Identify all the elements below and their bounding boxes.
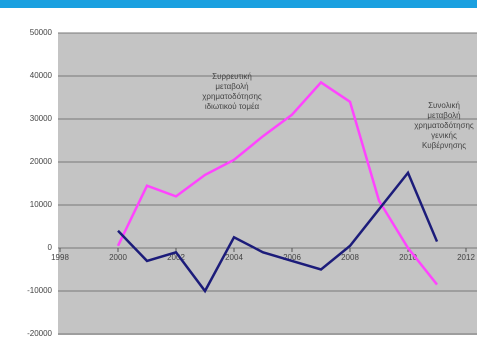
y-tick-label: 40000 <box>30 71 53 80</box>
annotation: χρηματοδότησης <box>414 121 474 130</box>
plot-area <box>58 33 477 335</box>
y-tick-label: 0 <box>48 243 53 252</box>
y-tick-label: -10000 <box>27 286 52 295</box>
x-tick-label: 2004 <box>225 253 243 262</box>
series-line <box>117 170 439 294</box>
top-bar <box>0 0 477 8</box>
x-tick-label: 2008 <box>341 253 359 262</box>
x-tick-label: 2002 <box>167 253 185 262</box>
annotation: ιδιωτικού τομέα <box>205 102 260 111</box>
y-tick-label: -20000 <box>27 329 52 338</box>
x-tick-label: 2006 <box>283 253 301 262</box>
x-tick-label: 2000 <box>109 253 127 262</box>
annotation: μεταβολή <box>427 111 460 120</box>
x-tick-label: 2012 <box>457 253 475 262</box>
y-tick-label: 50000 <box>30 28 53 37</box>
annotation: Συνολική <box>428 101 460 110</box>
annotation: Συρρευτική <box>212 72 252 81</box>
annotation: χρηματοδότησης <box>202 92 262 101</box>
y-tick-label: 30000 <box>30 114 53 123</box>
series-line <box>116 80 438 286</box>
y-tick-label: 20000 <box>30 157 53 166</box>
annotation: Κυβέρνησης <box>422 141 466 150</box>
annotation: γενικής <box>431 131 457 140</box>
x-tick-label: 1998 <box>51 253 69 262</box>
annotation: μεταβολή <box>215 82 248 91</box>
x-tick-label: 2010 <box>399 253 417 262</box>
y-tick-label: 10000 <box>30 200 53 209</box>
